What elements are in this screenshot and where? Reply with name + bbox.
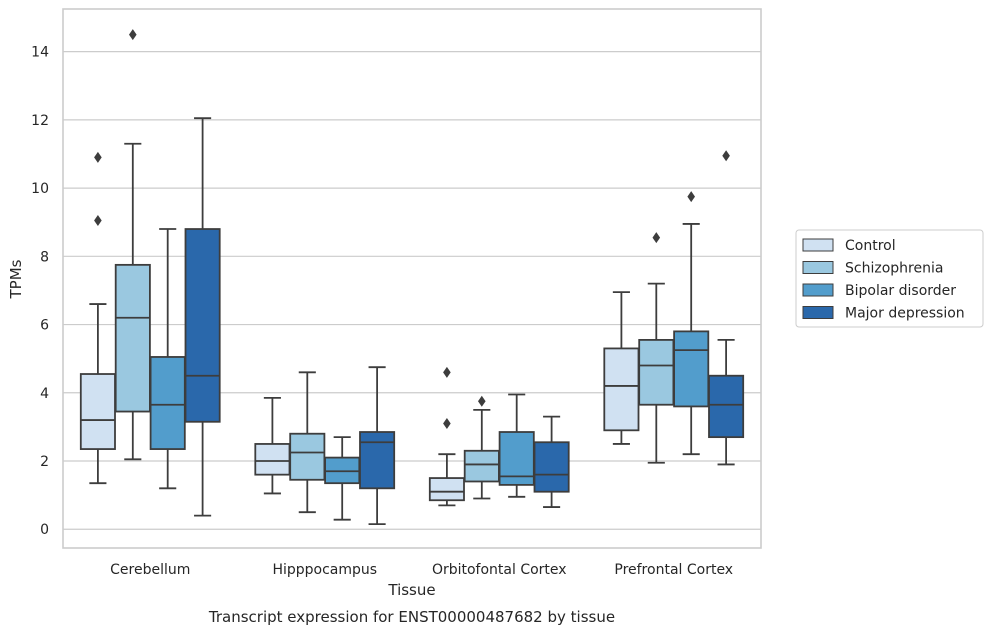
box-iqr	[603, 347, 640, 432]
outlier-marker	[652, 232, 661, 244]
box-iqr	[463, 449, 500, 483]
y-tick-label: 14	[31, 45, 49, 61]
legend-label: Schizophrenia	[845, 261, 943, 277]
outlier-marker	[129, 29, 137, 41]
outlier-marker	[687, 191, 695, 203]
outlier-marker	[94, 151, 102, 163]
legend-swatch	[802, 283, 834, 297]
box-plot	[708, 150, 745, 466]
box-iqr	[673, 330, 710, 408]
y-tick-labels: 0 2 4 6 8 10 12 14	[31, 45, 49, 539]
box-iqr	[254, 443, 291, 476]
x-tick-labels: Cerebellum Hipppocampus Orbitofontal Corte…	[110, 562, 733, 578]
y-tick-label: 8	[40, 249, 49, 265]
box-iqr	[708, 374, 745, 439]
box-plot	[673, 191, 710, 456]
box-plot	[638, 232, 675, 464]
legend-swatch	[802, 306, 834, 319]
series-schizophrenia	[114, 29, 675, 514]
legend: Control Schizophrenia Bipolar disorder Majo…	[795, 229, 984, 328]
box-iqr	[184, 228, 221, 423]
y-tick-label: 6	[40, 318, 49, 334]
box-iqr	[533, 441, 570, 493]
box-plot	[79, 151, 116, 485]
legend-frame	[795, 229, 984, 328]
box-plot	[149, 228, 186, 490]
box-iqr	[79, 373, 116, 450]
y-tick-label: 10	[31, 181, 49, 197]
box-iqr	[638, 339, 675, 406]
legend-swatch	[802, 238, 834, 252]
box-plot	[359, 366, 396, 526]
series-control	[79, 151, 640, 507]
outlier-marker	[94, 215, 102, 227]
legend-label: Control	[845, 238, 896, 254]
box-iqr	[289, 432, 326, 481]
x-tick-label: Cerebellum	[110, 562, 190, 578]
figure-caption: Transcript expression for ENST0000048768…	[208, 608, 615, 626]
box-plot	[428, 366, 465, 507]
y-tick-label: 0	[40, 522, 49, 538]
y-axis-title: TPMs	[7, 259, 25, 299]
x-tick-label: Orbitofontal Cortex	[432, 562, 567, 578]
box-series-group	[79, 29, 745, 526]
outlier-marker	[722, 150, 730, 162]
x-tick-label: Hipppocampus	[272, 562, 377, 578]
box-plot	[184, 117, 221, 517]
legend-label: Bipolar disorder	[845, 283, 956, 299]
box-iqr	[359, 431, 396, 490]
box-iqr	[149, 356, 186, 450]
y-tick-label: 12	[31, 113, 49, 129]
box-plot	[533, 415, 570, 508]
x-axis-title: Tissue	[387, 581, 435, 599]
legend-swatch	[802, 261, 834, 274]
box-plot	[498, 393, 535, 498]
y-tick-label: 4	[40, 386, 49, 402]
box-iqr	[114, 263, 151, 413]
box-iqr	[428, 477, 465, 502]
outlier-marker	[443, 417, 451, 429]
box-plot	[463, 395, 500, 500]
plot-frame	[62, 8, 762, 549]
legend-label: Major depression	[845, 306, 965, 322]
series-bipolar-disorder	[149, 191, 710, 521]
x-tick-label: Prefrontal Cortex	[614, 562, 733, 578]
outlier-marker	[478, 395, 486, 407]
y-tick-label: 2	[40, 454, 49, 470]
series-major-depression	[184, 117, 745, 526]
outlier-marker	[443, 366, 451, 378]
box-plot	[254, 396, 291, 495]
box-plot	[289, 371, 326, 514]
box-plot	[114, 29, 151, 461]
